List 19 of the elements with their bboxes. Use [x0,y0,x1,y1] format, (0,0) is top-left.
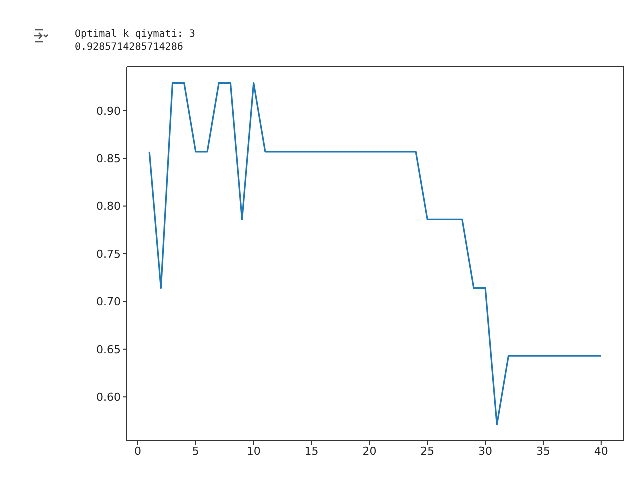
x-tick-label: 10 [246,444,261,458]
x-tick-label: 25 [420,444,435,458]
x-tick-label: 15 [304,444,319,458]
line-series [148,82,602,426]
x-tick-label: 35 [536,444,550,458]
x-tick-label: 0 [134,444,142,458]
text: 0.9285714285714286 [75,41,184,54]
y-tick-label: 0.70 [96,296,121,309]
y-tick-label: 0.80 [96,200,121,214]
y-tick-label: 0.85 [96,152,121,166]
text: Optimal k qiymati: 3 [75,28,196,41]
x-tick-label: 20 [362,444,377,458]
y-tick-label: 0.75 [96,248,121,261]
x-tick-label: 40 [594,444,608,458]
y-tick-label: 0.65 [96,343,121,356]
y-tick-label: 0.60 [96,391,121,404]
x-tick-label: 30 [478,444,493,458]
x-tick-label: 5 [192,444,200,458]
y-tick-label: 0.90 [96,104,121,118]
